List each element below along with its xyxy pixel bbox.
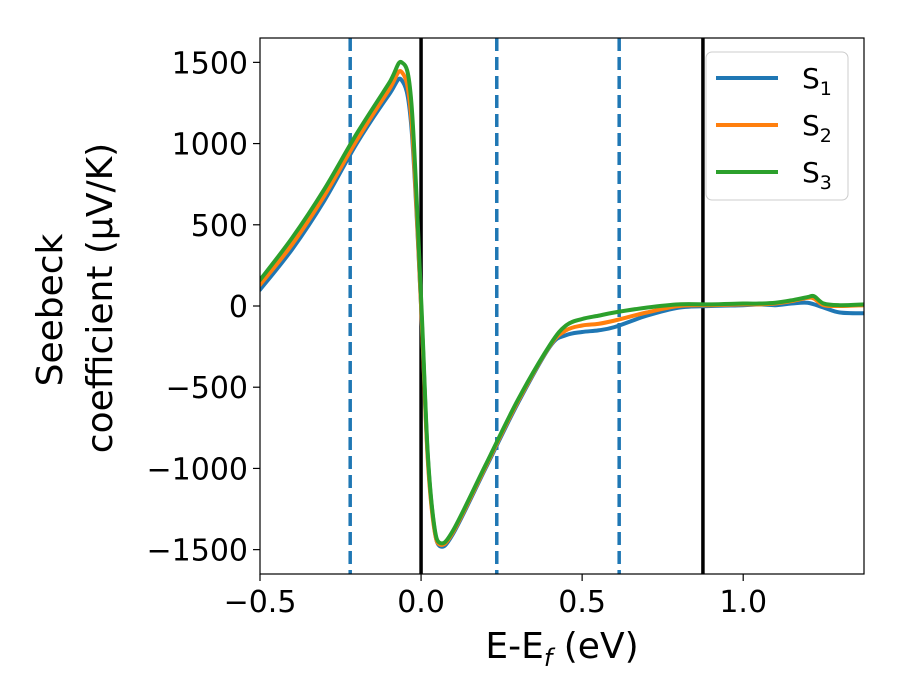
series-group	[260, 59, 864, 549]
x-tick-label: −0.5	[224, 585, 297, 620]
y-tick-label: 1500	[172, 46, 248, 81]
legend: S1 S2 S3	[705, 51, 849, 201]
x-tick-label: 0.5	[558, 585, 606, 620]
y-tick-label: 0	[229, 290, 248, 325]
x-axis-title: E-Ef (eV)	[485, 626, 638, 672]
y-tick-label: −500	[166, 371, 248, 406]
x-axis-ticks: −0.5 0.0 0.5 1.0	[224, 574, 767, 620]
series-line-s3	[260, 59, 864, 546]
x-tick-label: 0.0	[397, 585, 445, 620]
y-tick-label: 500	[191, 209, 248, 244]
x-tick-label: 1.0	[719, 585, 767, 620]
y-tick-label: −1000	[147, 452, 248, 487]
legend-label-s2: S2	[802, 109, 832, 147]
legend-label-s1: S1	[802, 62, 832, 100]
y-axis-title-line1: Seebeck	[30, 233, 71, 386]
y-axis-title-line2: coefficient (μV/K)	[80, 143, 121, 453]
y-tick-label: −1500	[147, 534, 248, 569]
y-axis-ticks: 1500 1000 500 0 −500 −1000 −1500	[147, 46, 260, 569]
y-tick-label: 1000	[172, 128, 248, 163]
legend-label-s3: S3	[802, 156, 832, 194]
